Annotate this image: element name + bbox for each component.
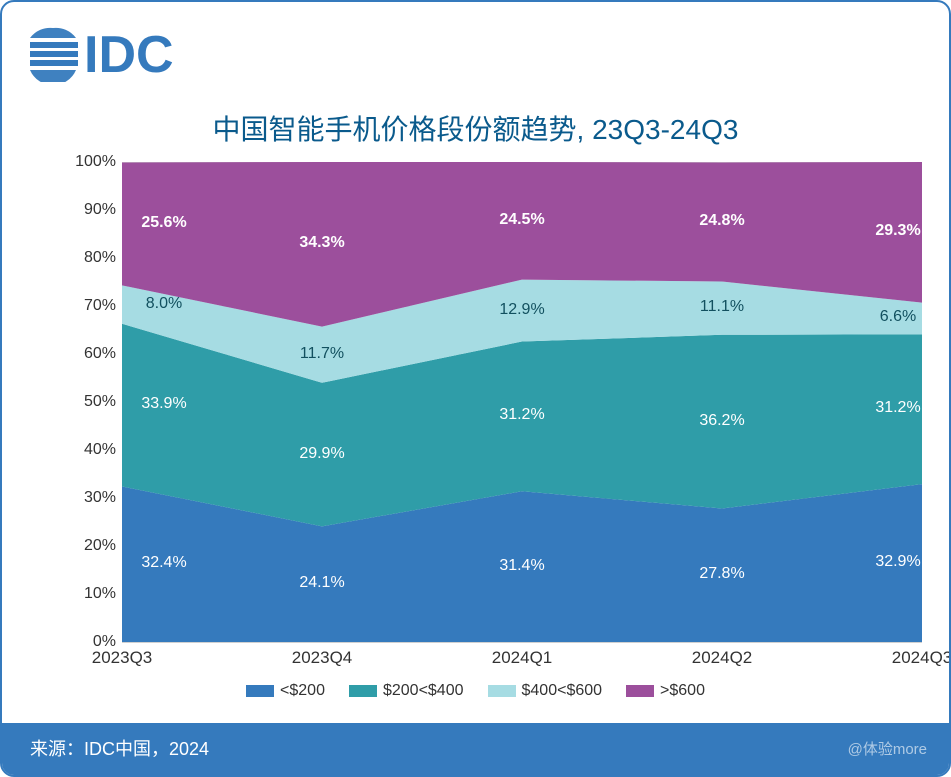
- xtick-label: 2024Q2: [692, 648, 753, 668]
- legend-label: <$200: [280, 682, 325, 700]
- plot-area: 32.4%24.1%31.4%27.8%32.9%33.9%29.9%31.2%…: [122, 162, 922, 642]
- legend-label: $400<$600: [522, 682, 603, 700]
- chart-container: 0%10%20%30%40%50%60%70%80%90%100% 32.4%2…: [62, 162, 922, 682]
- legend-label: $200<$400: [383, 682, 464, 700]
- ytick-label: 80%: [62, 249, 116, 267]
- legend-swatch: [246, 685, 274, 697]
- ytick-label: 40%: [62, 441, 116, 459]
- ytick-label: 50%: [62, 393, 116, 411]
- xtick-label: 2023Q3: [92, 648, 153, 668]
- legend-item: >$600: [626, 682, 705, 700]
- ytick-label: 30%: [62, 489, 116, 507]
- legend-swatch: [488, 685, 516, 697]
- xtick-label: 2024Q1: [492, 648, 553, 668]
- legend-item: $400<$600: [488, 682, 603, 700]
- ytick-label: 20%: [62, 537, 116, 555]
- ytick-label: 10%: [62, 585, 116, 603]
- legend-item: <$200: [246, 682, 325, 700]
- xtick-label: 2023Q4: [292, 648, 353, 668]
- legend-item: $200<$400: [349, 682, 464, 700]
- source-text: 来源：IDC中国，2024: [30, 735, 209, 761]
- xtick-label: 2024Q3: [892, 648, 951, 668]
- legend-label: >$600: [660, 682, 705, 700]
- idc-logo: IDC: [30, 24, 190, 87]
- page: IDC 中国智能手机价格段份额趋势, 23Q3-24Q3 0%10%20%30%…: [0, 0, 951, 777]
- ytick-label: 60%: [62, 345, 116, 363]
- ytick-label: 100%: [62, 153, 116, 171]
- ytick-label: 90%: [62, 201, 116, 219]
- legend-swatch: [349, 685, 377, 697]
- ytick-label: 70%: [62, 297, 116, 315]
- watermark: @体验more: [848, 738, 927, 759]
- logo-text: IDC: [84, 26, 174, 82]
- chart-title: 中国智能手机价格段份额趋势, 23Q3-24Q3: [2, 108, 949, 148]
- legend-swatch: [626, 685, 654, 697]
- legend: <$200 $200<$400 $400<$600 >$600: [2, 682, 949, 702]
- stacked-area-svg: [122, 162, 922, 642]
